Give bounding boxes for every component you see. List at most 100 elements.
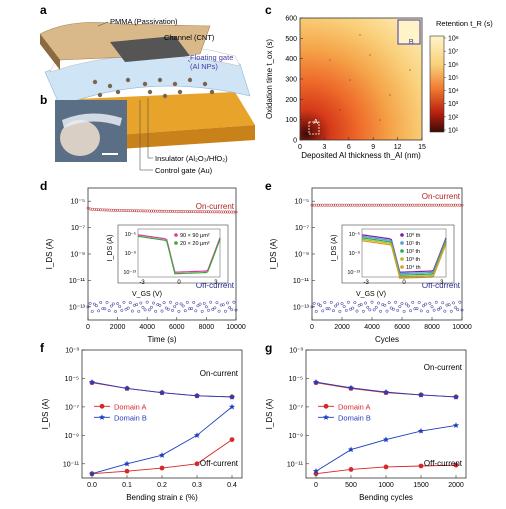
d-inset-frame [137,228,221,278]
e-on-current-point [389,203,393,207]
on-current-label-g: On-current [424,363,463,372]
d-off-current-point [200,309,204,313]
d-on-current-point [133,209,136,213]
d-off-current-point [211,308,215,311]
d-off-current-point [88,301,92,305]
e-off-current-point [460,308,464,312]
e-on-current-point [398,203,402,207]
d-off-current-point [232,300,236,304]
f-domain-b-point [229,393,235,400]
photo-flexible-film [62,113,122,128]
e-inset-legend-label: 10² th [406,249,420,255]
e-on-current-point [409,203,413,207]
x-axis-label-e: Cycles [375,335,399,344]
e-on-current-point [355,203,359,207]
d-off-current-point [107,309,111,313]
d-off-current-point [101,307,105,311]
e-off-current-point [353,301,357,305]
f-y-tick-label: 10⁻³ [65,348,79,355]
e-on-current-point [370,203,374,207]
e-on-current-point [357,203,361,207]
g-domain-b-point [418,427,424,434]
d-off-current-point [183,309,187,313]
e-on-current-point [417,203,421,207]
e-inset-legend-label: 10⁰ th [406,232,420,239]
g-domain-a-point [453,462,459,468]
e-y-tick-label: 10⁻⁹ [295,252,309,259]
e-off-current-point [430,305,434,309]
d-on-current-point [173,209,177,213]
e-on-current-point [329,203,333,207]
d-on-current-point [160,209,164,213]
d-on-current-point [188,210,191,214]
e-y-tick-label: 10⁻⁵ [295,199,309,206]
e-inset-legend-marker [400,241,404,245]
colorbar-tick-label: 10¹ [448,128,459,135]
d-off-current-point [223,309,227,313]
d-on-current-point [202,210,206,214]
colorbar-tick-label: 10⁶ [448,62,459,69]
e-off-current-point [342,305,346,308]
d-off-current-point [141,305,145,309]
f-x-tick-label: 0.4 [227,482,237,489]
d-off-current-point [173,305,177,309]
e-off-current-point [336,302,340,306]
inset-legend-d: 90 × 90 μm² 20 × 20 μm² [174,233,210,247]
e-on-current-point [432,203,436,207]
e-inset-y-tick-label: 10⁻⁹ [349,250,360,257]
e-on-current-point [385,203,389,207]
d-off-current-point [90,309,94,313]
d-off-current-point [217,309,221,313]
e-y-tick-label: 10⁻⁷ [295,225,309,232]
d-on-current-point [105,208,109,212]
on-current-label-f: On-current [200,369,239,378]
colorbar-tick-label: 10² [448,114,459,121]
d-off-current-point [149,305,153,309]
d-on-current-point [194,210,198,214]
d-inset-legend-label: 20 × 20 μm² [180,241,210,247]
d-on-current-point [196,210,200,214]
d-on-current-point [154,209,158,213]
e-inset-x-tick-label: 3 [440,280,444,286]
e-off-current-point [449,309,453,313]
d-off-current-point [97,309,101,313]
inset-d [117,224,229,284]
d-off-current-point [185,300,189,304]
d-on-current-point [215,210,219,214]
d-inset-legend-label: 90 × 90 μm² [180,233,210,239]
e-off-current-point [398,305,402,309]
e-on-current-point [361,203,365,207]
e-inset-x-tick-label: -3 [364,280,370,286]
g-y-tick-label: 10⁻⁵ [289,376,303,383]
d-on-current-point [130,209,134,213]
d-off-current-point [116,302,120,305]
g-domain-a-point [383,464,389,470]
colorbar-tick-label: 10⁵ [448,75,459,82]
f-y-tick-label: 10⁻⁹ [65,433,79,440]
e-inset-legend-marker [400,233,404,237]
e-off-current-point [361,309,365,313]
e-off-current-point [424,302,428,306]
e-off-current-point [370,300,374,304]
label-control-gate: Control gate (Au) [155,166,213,175]
e-on-current-point [387,203,391,207]
al-nanoparticles [92,77,215,99]
e-on-current-point [421,203,425,207]
colorbar-title: Retention t_R (s) [436,19,493,28]
g-domain-b-point [313,378,319,385]
e-off-current-point [404,302,408,306]
photo-finger [60,120,100,156]
heatmap-y-tick-label: 300 [285,77,297,84]
e-off-current-point [366,305,370,309]
d-on-current-point [145,209,149,213]
on-current-label-e: On-current [422,192,461,201]
d-on-current-point [135,209,139,213]
e-x-tick-label: 8000 [424,324,440,331]
d-on-current-point [192,210,196,214]
d-on-current-point [198,210,202,214]
d-on-current-point [152,209,155,213]
label-pmma: PMMA (Passivation) [110,17,178,26]
d-on-current-point [183,210,187,213]
d-x-tick-label: 2000 [110,324,126,331]
colorbar-tick-label: 10⁷ [448,49,459,56]
